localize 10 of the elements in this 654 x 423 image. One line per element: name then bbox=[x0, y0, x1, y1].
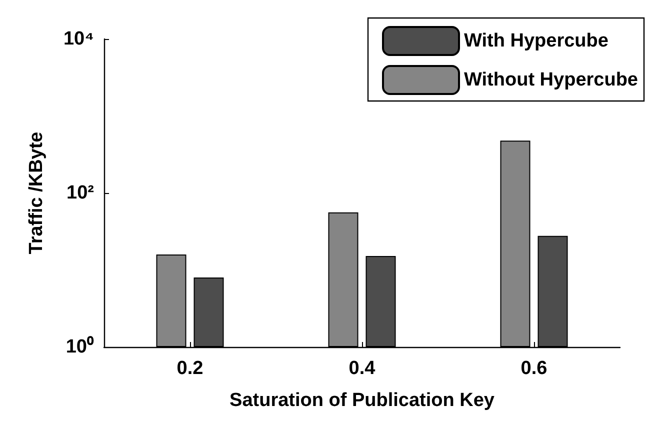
y-tick-label: 10⁰ bbox=[66, 336, 94, 358]
x-tick-label: 0.6 bbox=[520, 358, 548, 379]
legend-label: With Hypercube bbox=[464, 30, 608, 52]
x-tick-label: 0.2 bbox=[176, 358, 204, 379]
y-tick-label: 10² bbox=[66, 182, 94, 204]
y-axis-title: Traffic /KByte bbox=[26, 132, 47, 254]
x-tick-label: 0.4 bbox=[348, 358, 376, 379]
y-tick-label: 10⁴ bbox=[63, 28, 94, 50]
legend-label: Without Hypercube bbox=[464, 70, 638, 90]
x-axis-title: Saturation of Publication Key bbox=[230, 390, 495, 411]
